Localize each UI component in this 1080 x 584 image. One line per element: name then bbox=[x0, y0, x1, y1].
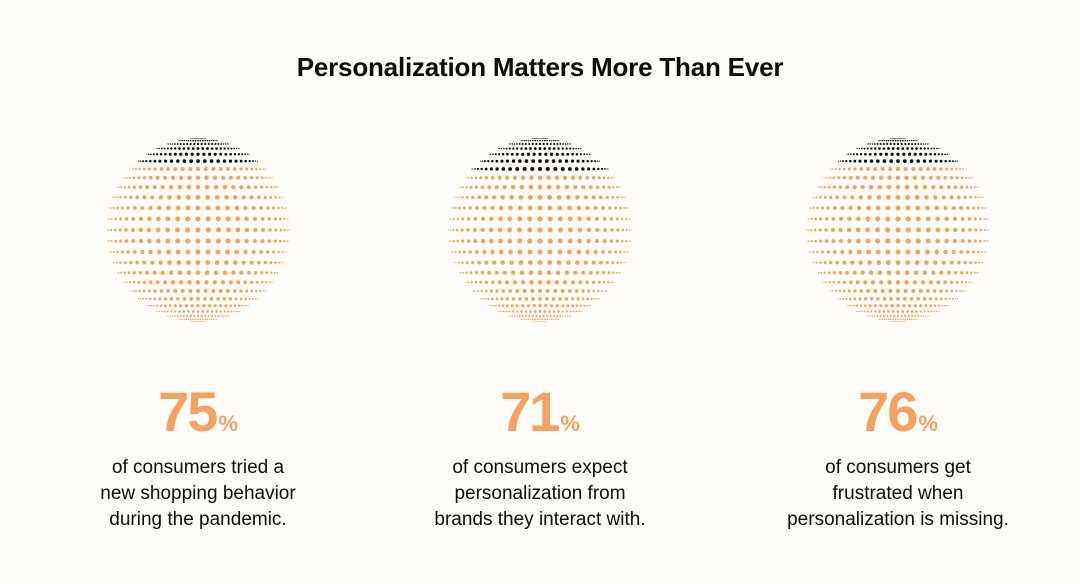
dot-sphere-icon bbox=[448, 138, 632, 322]
dot-sphere-icon bbox=[106, 138, 290, 322]
stat-caption: of consumers get frustrated when persona… bbox=[787, 457, 1009, 530]
page-title: Personalization Matters More Than Ever bbox=[296, 52, 784, 82]
stat-value: 71% bbox=[500, 380, 580, 443]
stat-card-shopping-behavior: 75% of consumers tried a new shopping be… bbox=[48, 135, 348, 533]
stat-caption: of consumers tried a new shopping behavi… bbox=[100, 457, 296, 530]
stat-caption: of consumers expect personalization from… bbox=[434, 457, 646, 530]
stat-card-expect-personalization: 71% of consumers expect personalization … bbox=[390, 135, 690, 533]
stat-value: 75% bbox=[158, 380, 238, 443]
stat-card-frustrated: 76% of consumers get frustrated when per… bbox=[748, 135, 1048, 533]
dot-sphere-icon bbox=[806, 138, 990, 322]
stat-value: 76% bbox=[858, 380, 938, 443]
